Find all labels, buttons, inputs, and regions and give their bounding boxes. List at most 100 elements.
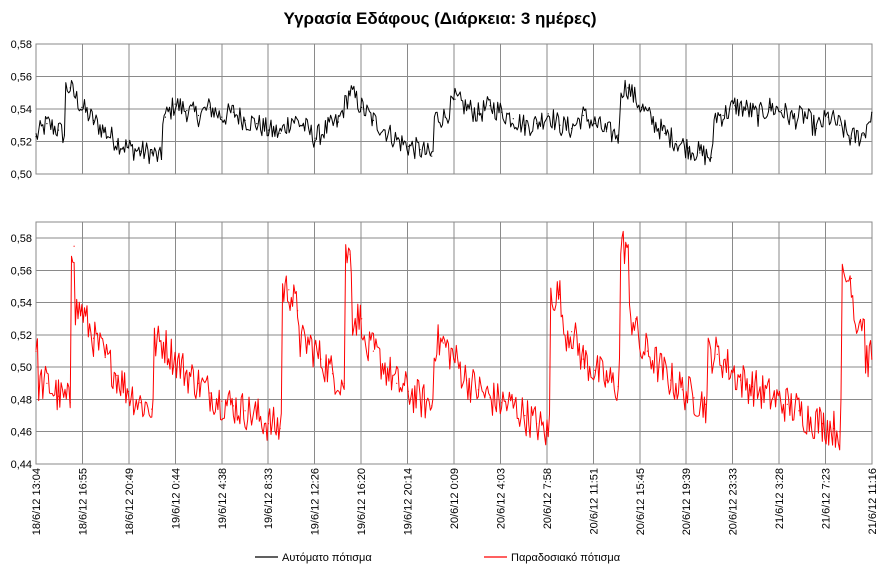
y-tick-label: 0,54 [11,298,32,310]
data-point-automatic [839,124,841,126]
data-point-traditional [810,418,812,420]
data-point-traditional [35,350,37,352]
data-point-automatic [69,87,71,89]
data-point-traditional [186,373,188,375]
data-point-traditional [46,382,48,384]
data-point-automatic [407,145,409,147]
data-point-traditional [73,245,75,247]
data-point-automatic [302,124,304,126]
data-point-automatic [466,106,468,108]
data-point-traditional [798,410,800,412]
data-point-automatic [871,111,873,113]
data-point-traditional [571,331,573,333]
data-point-traditional [116,374,118,376]
data-point-traditional [431,405,433,407]
x-tick-label: 21/6/12 11:16 [867,468,879,534]
legend-label-traditional: Παραδοσιακό πότισμα [511,552,621,564]
data-point-traditional [349,253,351,255]
data-point-traditional [716,353,718,355]
data-point-traditional [288,289,290,291]
data-point-automatic [444,116,446,118]
y-tick-label: 0,50 [11,169,32,181]
series-line-traditional [35,230,873,451]
x-tick-label: 21/6/12 7:23 [821,468,833,529]
y-tick-label: 0,58 [11,39,32,51]
data-point-automatic [186,110,188,112]
data-point-traditional [850,277,853,280]
data-point-automatic [850,137,853,139]
data-point-automatic [710,157,713,159]
data-point-automatic [454,98,456,100]
data-point-traditional [127,390,130,392]
data-point-traditional [605,379,608,381]
x-tick-label: 19/6/12 8:33 [263,468,275,529]
data-point-automatic [627,87,629,89]
data-point-traditional [69,402,71,404]
data-point-automatic [151,152,153,154]
data-point-automatic [197,114,200,117]
data-point-traditional [139,402,141,404]
data-point-automatic [160,158,163,160]
data-point-automatic [524,124,526,126]
data-point-automatic [164,116,166,118]
data-point-automatic [57,129,60,131]
data-point-traditional [862,318,864,320]
data-point-automatic [664,132,666,134]
data-point-automatic [699,152,701,154]
data-point-traditional [232,405,234,407]
data-point-automatic [815,127,818,130]
legend-label-automatic: Αυτόματο πότισμα [282,552,372,564]
data-point-automatic [769,106,771,108]
data-point-automatic [419,149,421,151]
data-point-traditional [197,382,200,384]
data-point-automatic [337,121,339,123]
legend: Αυτόματο πότισμα Παραδοσιακό πότισμα [255,552,621,564]
y-tick-label: 0,44 [11,459,32,471]
data-point-automatic [547,113,549,115]
data-point-automatic [780,110,783,112]
data-point-automatic [512,118,514,120]
data-point-traditional [751,386,753,388]
data-point-traditional [833,427,835,430]
y-tick-label: 0,58 [11,233,32,245]
data-point-traditional [442,342,444,344]
data-point-traditional [617,386,619,388]
data-point-traditional [221,400,223,402]
data-point-traditional [331,373,334,375]
y-tick-label: 0,50 [11,362,32,374]
data-point-automatic [501,111,503,113]
chart-title: Υγρασία Εδάφους (Διάρκεια: 3 ημέρες) [283,9,596,28]
data-point-automatic [605,131,608,133]
data-point-traditional [821,423,823,425]
y-tick-label: 0,46 [11,427,32,439]
time-axis: 18/6/12 13:04 18/6/12 16:55 18/6/12 20:49 1… [31,468,879,535]
data-point-traditional [396,382,398,384]
data-point-automatic [582,114,584,117]
x-tick-label: 21/6/12 3:28 [774,468,786,529]
data-point-traditional [681,389,683,391]
data-point-traditional [786,403,788,405]
data-point-automatic [687,147,689,149]
data-point-automatic [559,124,561,126]
data-point-automatic [314,137,316,139]
data-point-traditional [454,358,456,360]
data-point-automatic [489,105,491,107]
data-point-automatic [862,134,864,136]
y-tick-label: 0,56 [11,72,32,84]
data-point-traditional [209,392,211,394]
data-point-automatic [827,116,829,118]
data-point-traditional [267,423,269,425]
data-point-automatic [722,114,724,117]
data-point-automatic [745,108,748,110]
data-point-traditional [297,310,299,312]
x-tick-label: 20/6/12 15:45 [635,468,647,535]
data-point-automatic [104,131,106,133]
data-point-traditional [151,408,153,410]
data-point-traditional [244,410,246,412]
x-tick-label: 20/6/12 0:09 [449,468,461,529]
data-point-automatic [221,116,223,118]
data-point-traditional [320,358,322,360]
data-point-automatic [46,123,48,125]
y-tick-label: 0,56 [11,265,32,277]
